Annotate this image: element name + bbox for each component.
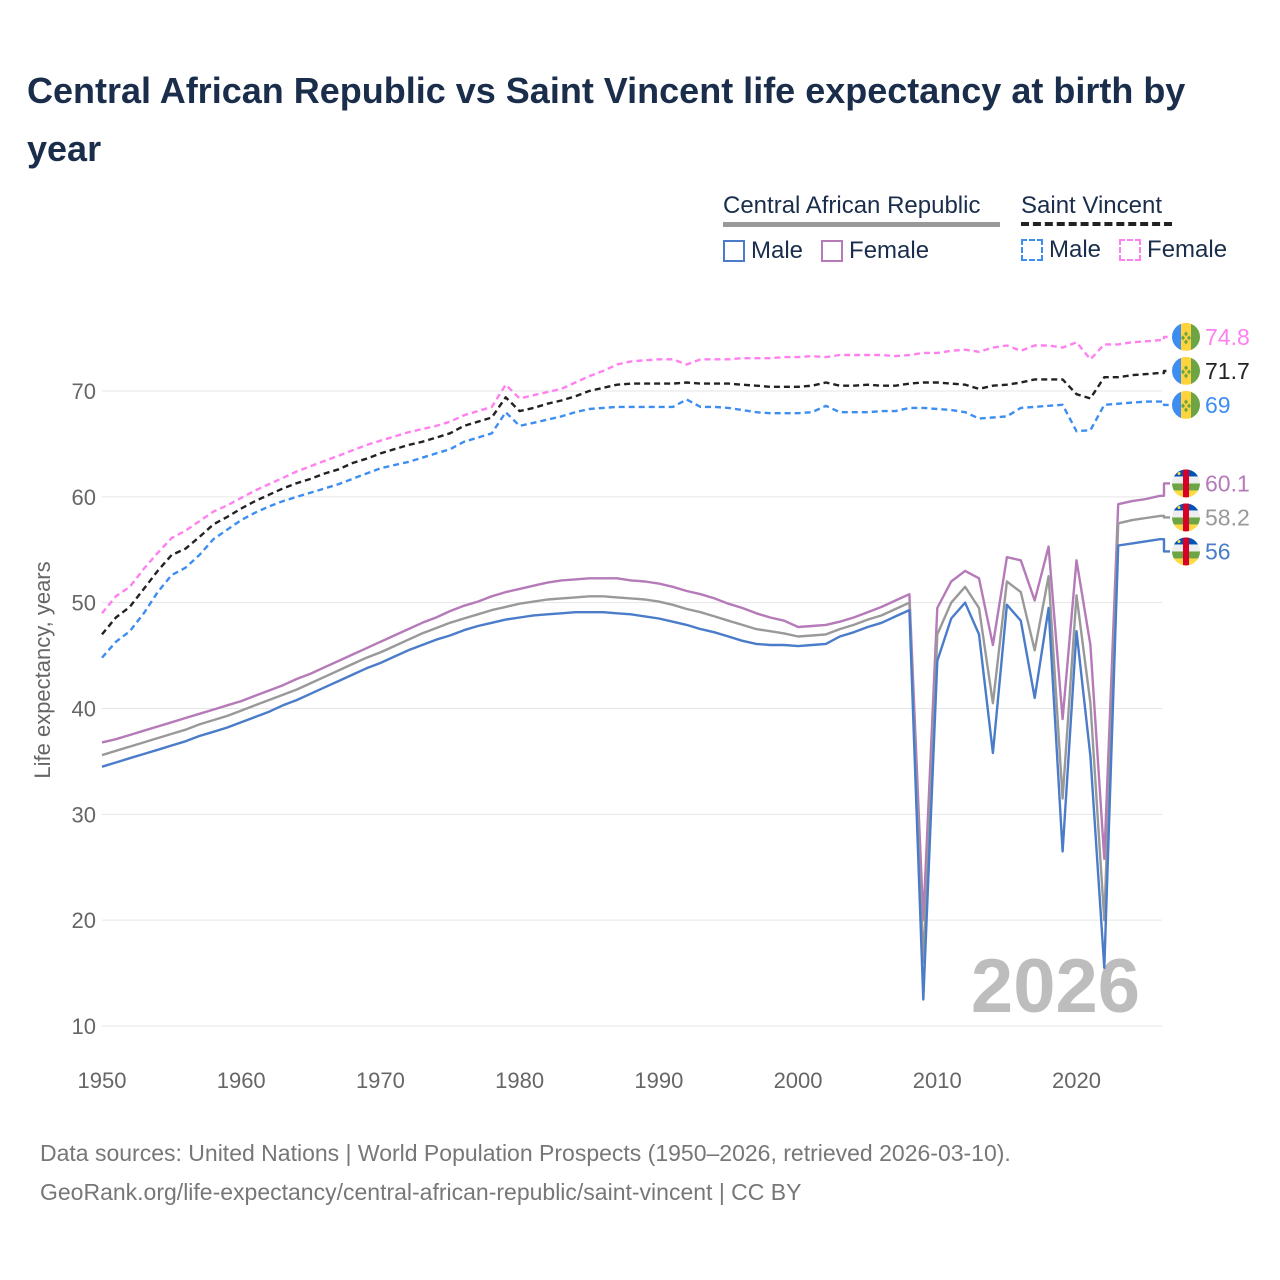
saint-vincent-flag-icon <box>1172 356 1200 385</box>
source-link[interactable]: GeoRank.org/life-expectancy/central-afri… <box>40 1179 802 1205</box>
year-watermark: 2026 <box>971 944 1140 1029</box>
legend-swatch <box>1021 239 1043 261</box>
series-end-label: 58.2 <box>1205 504 1250 530</box>
legend-label: Male <box>1049 236 1102 263</box>
legend-item-car-female[interactable]: Female <box>821 237 929 265</box>
series-line <box>101 482 1170 922</box>
y-tick-label: 20 <box>72 908 96 933</box>
x-tick-label: 2020 <box>1052 1068 1101 1093</box>
legend-label: Male <box>751 237 804 264</box>
car-flag-icon <box>1172 469 1200 498</box>
y-axis-label: Life expectancy, years <box>30 561 55 778</box>
chart-title: Central African Republic vs Saint Vincen… <box>27 70 1186 169</box>
x-tick-label: 1950 <box>78 1068 127 1093</box>
series-end-label: 74.8 <box>1205 324 1250 350</box>
y-tick-label: 70 <box>72 379 96 404</box>
legend-label: Female <box>1147 236 1228 263</box>
legend-swatch <box>821 240 844 262</box>
legend-group-svg: Saint Vincent Male Female <box>1021 192 1227 264</box>
series-line <box>101 369 1170 636</box>
footer: Data sources: United Nations | World Pop… <box>40 1134 1011 1212</box>
legend-swatch <box>723 240 745 262</box>
series-line <box>101 514 1170 964</box>
car-flag-icon <box>1172 537 1200 566</box>
saint-vincent-flag-icon <box>1172 390 1200 419</box>
y-tick-label: 30 <box>72 802 96 827</box>
y-tick-label: 40 <box>72 697 96 722</box>
series-line <box>101 537 1170 1001</box>
data-source: Data sources: United Nations | World Pop… <box>40 1140 1011 1166</box>
legend-group-title: Central African Republic <box>723 192 1000 227</box>
legend-item-svg-male[interactable]: Male <box>1021 236 1101 264</box>
legend-group-car: Central African Republic Male Female <box>723 192 1000 265</box>
series-end-label: 69 <box>1205 392 1231 418</box>
y-tick-label: 50 <box>72 591 96 616</box>
x-tick-label: 1980 <box>495 1068 544 1093</box>
car-flag-icon <box>1172 503 1200 532</box>
x-tick-label: 2000 <box>774 1068 823 1093</box>
legend-item-car-male[interactable]: Male <box>723 237 803 265</box>
saint-vincent-flag-icon <box>1172 322 1200 351</box>
series-end-label: 71.7 <box>1205 358 1250 384</box>
series-line <box>101 335 1170 615</box>
legend-group-title: Saint Vincent <box>1021 192 1172 226</box>
y-tick-label: 10 <box>72 1014 96 1039</box>
y-tick-label: 60 <box>72 485 96 510</box>
series-end-label: 60.1 <box>1205 470 1250 496</box>
x-tick-label: 1960 <box>217 1068 266 1093</box>
legend-swatch <box>1119 239 1142 261</box>
legend-item-svg-female[interactable]: Female <box>1119 236 1227 264</box>
x-tick-label: 1990 <box>634 1068 683 1093</box>
series-end-label: 56 <box>1205 538 1231 564</box>
x-tick-label: 1970 <box>356 1068 405 1093</box>
x-tick-label: 2010 <box>913 1068 962 1093</box>
series-line <box>101 398 1170 659</box>
legend-label: Female <box>849 237 930 264</box>
